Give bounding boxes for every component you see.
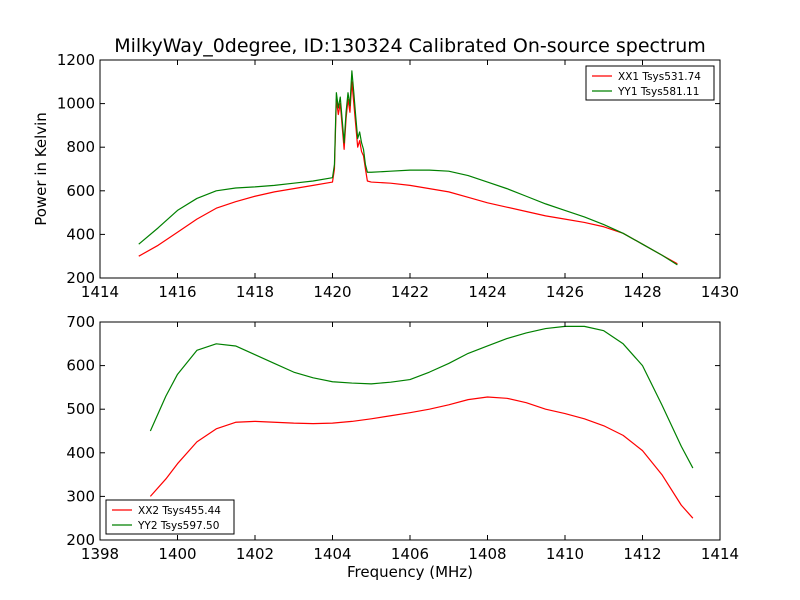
- y-tick-label: 600: [66, 357, 95, 375]
- legend-label: YY1 Tsys581.11: [617, 86, 699, 98]
- y-tick-label: 1000: [57, 95, 95, 113]
- x-tick-label: 1428: [623, 283, 661, 301]
- x-tick-label: 1426: [546, 283, 584, 301]
- x-tick-label: 1406: [391, 545, 429, 563]
- x-tick-label: 1414: [81, 283, 119, 301]
- legend-label: XX1 Tsys531.74: [618, 71, 701, 83]
- y-tick-label: 700: [66, 313, 95, 331]
- x-tick-label: 1414: [701, 545, 739, 563]
- x-tick-label: 1420: [313, 283, 351, 301]
- y-tick-label: 400: [66, 444, 95, 462]
- x-tick-label: 1418: [236, 283, 274, 301]
- x-tick-label: 1402: [236, 545, 274, 563]
- series-line-2-1: [149, 396, 694, 519]
- y-tick-label: 800: [66, 138, 95, 156]
- x-tick-label: 1410: [546, 545, 584, 563]
- x-tick-label: 1398: [81, 545, 119, 563]
- x-tick-label: 1400: [158, 545, 196, 563]
- figure-title: MilkyWay_0degree, ID:130324 Calibrated O…: [114, 35, 706, 57]
- x-axis-label: Frequency (MHz): [347, 563, 473, 581]
- x-tick-label: 1408: [468, 545, 506, 563]
- series-line-1-1: [138, 81, 678, 265]
- legend: XX1 Tsys531.74 YY1 Tsys581.11: [585, 65, 715, 101]
- series-line-1-2: [138, 70, 678, 266]
- x-tick-label: 1416: [158, 283, 196, 301]
- legend-box: [585, 65, 715, 101]
- series-line-2-2: [149, 325, 694, 469]
- plot-panels: 1414 1416 1418 1420 1422 1424 1426 1428 1430 200 4…: [32, 51, 739, 581]
- x-tick-label: 1422: [391, 283, 429, 301]
- y-tick-label: 400: [66, 225, 95, 243]
- x-tick-label: 1424: [468, 283, 506, 301]
- legend: XX2 Tsys455.44 YY2 Tsys597.50: [105, 499, 235, 535]
- x-tick-label: 1404: [313, 545, 351, 563]
- y-tick-label: 500: [66, 400, 95, 418]
- x-tick-label: 1430: [701, 283, 739, 301]
- legend-label: YY2 Tsys597.50: [137, 520, 219, 532]
- y-axis-label: Power in Kelvin: [32, 112, 50, 226]
- y-tick-label: 600: [66, 182, 95, 200]
- plot-panel-1: 1414 1416 1418 1420 1422 1424 1426 1428 1430 200 4…: [32, 51, 739, 301]
- y-tick-label: 200: [66, 531, 95, 549]
- plot-panel-2: 1398 1400 1402 1404 1406 1408 1410 1412 1414 200 3…: [66, 313, 739, 581]
- x-tick-label: 1412: [623, 545, 661, 563]
- y-tick-label: 200: [66, 269, 95, 287]
- y-tick-label: 1200: [57, 51, 95, 69]
- y-tick-label: 300: [66, 487, 95, 505]
- legend-label: XX2 Tsys455.44: [138, 505, 221, 517]
- legend-box: [105, 499, 235, 535]
